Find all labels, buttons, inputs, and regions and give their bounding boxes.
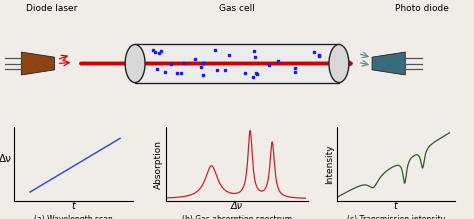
Ellipse shape [329,44,349,83]
Text: Gas cell: Gas cell [219,4,255,13]
Y-axis label: Δν: Δν [0,154,12,164]
X-axis label: t: t [394,201,398,212]
Text: Diode laser: Diode laser [27,4,78,13]
Polygon shape [21,52,55,75]
X-axis label: t: t [72,201,75,212]
Ellipse shape [125,44,145,83]
Text: (a) Wavelength scan: (a) Wavelength scan [34,215,113,219]
Text: (c) Transmission intensity: (c) Transmission intensity [346,215,445,219]
Y-axis label: Absorption: Absorption [154,140,163,189]
X-axis label: Δν: Δν [231,201,243,212]
Text: (b) Gas absorption spectrum: (b) Gas absorption spectrum [182,215,292,219]
Y-axis label: Intensity: Intensity [325,145,334,184]
Bar [135,44,339,83]
Text: Photo diode: Photo diode [395,4,449,13]
Polygon shape [372,52,405,75]
